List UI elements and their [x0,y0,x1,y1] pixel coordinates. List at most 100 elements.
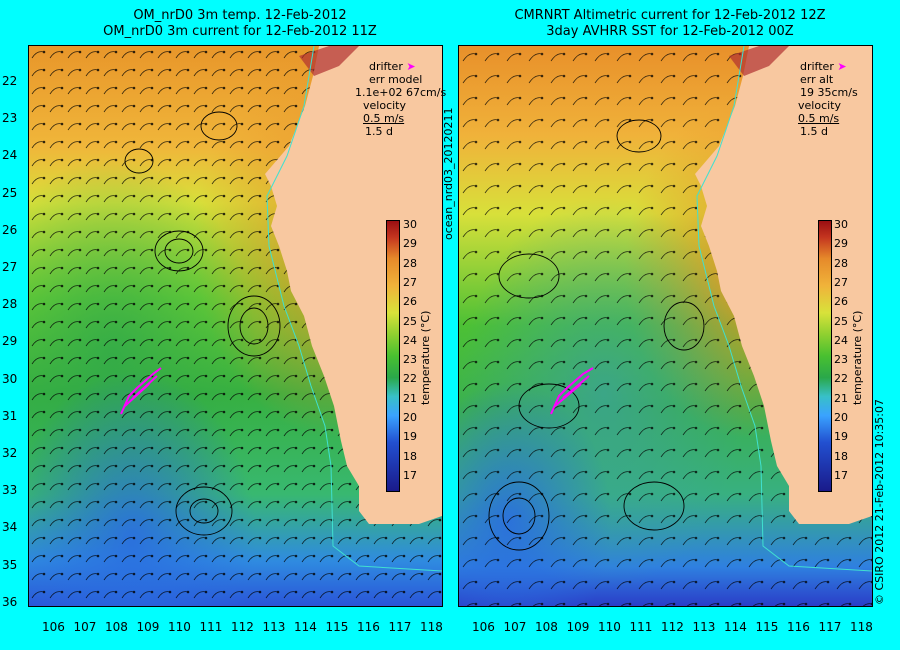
lon-tick-label: 116 [787,620,810,634]
lon-tick-label: 117 [388,620,412,634]
left-eddies [124,111,281,536]
right-colorbar [818,220,832,492]
lon-tick-label: 107 [503,620,527,634]
colorbar-tick-label: 28 [834,256,848,270]
right-drifter-track [550,367,594,415]
left-legend-velocity: velocity [363,99,406,112]
left-legend-velocity-scale: 0.5 m/s [363,112,405,125]
lon-tick-label: 108 [105,620,128,634]
lon-tick-label: 115 [325,620,349,634]
colorbar-tick-label: 18 [403,449,417,463]
lon-tick-label: 111 [199,620,223,634]
lat-tick-label: 25 [2,185,18,200]
lon-tick-label: 108 [535,620,558,634]
left-coastline-contour [266,46,442,572]
left-legend-drifter: drifter [369,60,403,73]
lon-tick-label: 114 [724,620,747,634]
lat-tick-label: 34 [2,520,18,535]
lon-tick-label: 117 [818,620,842,634]
left-legend: drifter ➤ err model 1.1e+02 67cm/s veloc… [355,60,446,138]
colorbar-tick-label: 20 [834,411,848,424]
lon-tick-label: 112 [661,620,684,634]
lon-tick-label: 110 [168,620,191,634]
lon-tick-label: 107 [73,620,97,634]
colorbar-tick-label: 22 [403,372,417,386]
colorbar-tick-label: 17 [834,468,848,482]
lon-tick-label: 113 [692,620,716,634]
colorbar-tick-label: 29 [403,237,417,251]
lon-tick-label: 106 [42,620,65,634]
drifter-arrow-icon: ➤ [837,60,847,73]
run-id-label: ocean_nrd03_20120211 [442,107,455,240]
right-legend-err-label: err alt [800,73,834,86]
colorbar-tick-label: 20 [403,411,417,424]
right-coastline-contour [696,46,872,572]
colorbar-tick-label: 29 [834,237,848,251]
lon-tick-label: 106 [472,620,495,634]
colorbar-tick-label: 23 [403,353,417,367]
right-map-svg [459,46,872,606]
lat-tick-label: 35 [2,557,18,572]
right-map-title: CMRNRT Altimetric current for 12-Feb-201… [470,8,870,40]
lon-tick-label: 116 [357,620,380,634]
lat-tick-label: 28 [2,297,18,312]
colorbar-tick-label: 25 [403,314,417,328]
right-legend: drifter ➤ err alt 19 35cm/s velocity 0.5… [790,60,858,138]
left-map-title: OM_nrD0 3m temp. 12-Feb-2012 OM_nrD0 3m … [40,8,440,40]
lat-tick-label: 27 [2,260,18,274]
colorbar-tick-label: 26 [403,295,417,309]
left-map-panel [28,45,443,607]
right-legend-duration: 1.5 d [800,125,828,138]
colorbar-tick-label: 30 [834,218,848,231]
lon-tick-label: 112 [231,620,254,634]
colorbar-tick-label: 27 [834,275,848,289]
colorbar-tick-label: 24 [403,333,417,347]
copyright-label: © CSIRO 2012 21-Feb-2012 10:35:07 [873,399,886,605]
lon-tick-label: 109 [136,620,160,634]
lat-tick-label: 23 [2,111,18,126]
colorbar-tick-label: 26 [834,295,848,309]
lat-tick-label: 33 [2,483,18,498]
left-title-line1: OM_nrD0 3m temp. 12-Feb-2012 [133,8,347,23]
lon-tick-label: 111 [629,620,653,634]
colorbar-tick-label: 23 [834,353,848,367]
colorbar-tick-label: 21 [403,391,417,405]
right-legend-velocity: velocity [798,99,841,112]
lon-tick-label: 110 [598,620,621,634]
colorbar-tick-label: 24 [834,333,848,347]
lon-tick-label: 118 [850,620,873,634]
colorbar-tick-label: 22 [834,372,848,386]
lat-tick-label: 26 [2,222,18,237]
left-title-line2: OM_nrD0 3m current for 12-Feb-2012 11Z [103,24,377,39]
drifter-arrow-icon: ➤ [406,60,416,73]
lon-tick-label: 109 [566,620,590,634]
left-legend-err-label: err model [369,73,423,86]
lat-tick-label: 24 [2,148,18,163]
right-map-panel [458,45,873,607]
right-eddies [488,119,705,551]
lon-tick-label: 115 [755,620,779,634]
right-title-line2: 3day AVHRR SST for 12-Feb-2012 00Z [546,24,794,39]
lat-tick-label: 29 [2,334,18,349]
left-legend-err-value: 1.1e+02 67cm/s [355,86,447,99]
left-colorbar [386,220,400,492]
left-colorbar-label: temperature (°C) [419,310,432,405]
colorbar-tick-label: 19 [403,430,417,444]
lat-tick-label: 36 [2,594,18,609]
left-legend-duration: 1.5 d [365,125,393,138]
lon-tick-label: 118 [420,620,443,634]
colorbar-tick-label: 30 [403,218,417,231]
colorbar-tick-label: 17 [403,468,417,482]
colorbar-tick-label: 19 [834,430,848,444]
colorbar-tick-label: 27 [403,275,417,289]
right-legend-err-value: 19 35cm/s [800,86,858,99]
lon-tick-label: 113 [262,620,286,634]
right-legend-velocity-scale: 0.5 m/s [798,112,840,125]
right-colorbar-label: temperature (°C) [851,310,864,405]
right-title-line1: CMRNRT Altimetric current for 12-Feb-201… [514,8,826,23]
left-map-svg [29,46,442,606]
left-drifter-track [120,367,162,415]
lat-tick-label: 30 [2,371,18,386]
lat-tick-label: 22 [2,74,18,88]
lon-tick-label: 114 [294,620,317,634]
